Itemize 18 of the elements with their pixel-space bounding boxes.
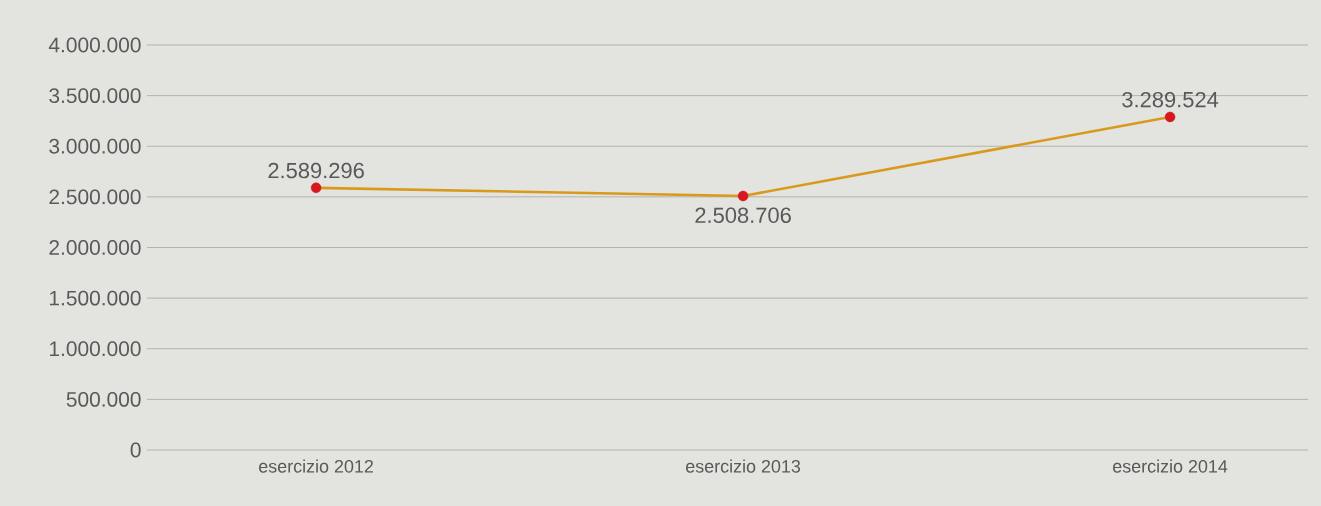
- y-tick-label: 500.000: [66, 391, 141, 407]
- y-tick-label: 3.500.000: [49, 88, 141, 104]
- x-tick-label: esercizio 2012: [259, 459, 373, 473]
- y-tick-label: 2.000.000: [49, 240, 141, 255]
- y-tick-label: 2.500.000: [49, 189, 141, 205]
- y-tick-label: 4.000.000: [48, 37, 141, 53]
- point: [737, 190, 749, 202]
- y-tick-label: 0: [130, 442, 141, 458]
- x-tick-label: esercizio 2014: [1113, 459, 1228, 473]
- data-label: 2.508.706: [695, 207, 791, 224]
- y-tick-label: 1.000.000: [50, 341, 141, 357]
- y-tick-label: 1.500.000: [50, 290, 141, 306]
- x-tick-label: esercizio 2013: [686, 459, 801, 473]
- point: [310, 182, 322, 194]
- point: [1164, 111, 1176, 123]
- data-label: 3.289.524: [1122, 91, 1219, 108]
- data-label: 2.589.296: [268, 162, 364, 179]
- y-tick-label: 3.000.000: [49, 138, 141, 154]
